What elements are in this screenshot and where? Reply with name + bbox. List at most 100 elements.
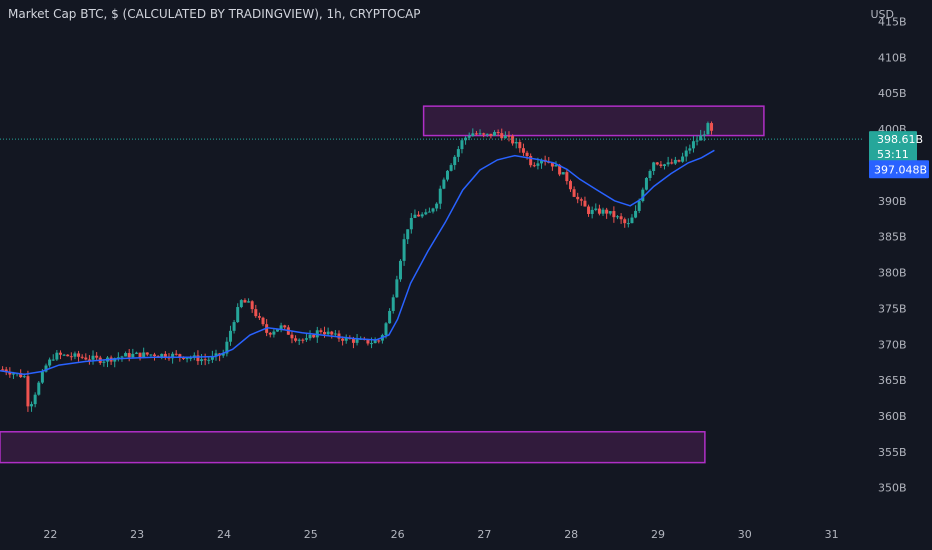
candle-body — [587, 206, 591, 214]
price-label: 398.61B — [877, 133, 923, 146]
candle-body — [272, 331, 276, 335]
candle-body — [482, 133, 486, 135]
y-tick-label: 405B — [878, 87, 907, 100]
candle-body — [637, 201, 641, 211]
candle-body — [142, 352, 146, 358]
y-tick-label: 355B — [878, 446, 907, 459]
candle-body — [344, 337, 348, 341]
candle-body — [370, 343, 374, 345]
candle-body — [529, 156, 533, 166]
candle-body — [283, 325, 287, 328]
candle-body — [630, 217, 634, 224]
candle-body — [236, 307, 240, 323]
candle-body — [149, 354, 153, 356]
candle-body — [19, 373, 23, 378]
y-tick-label: 375B — [878, 302, 907, 315]
candle-body — [116, 357, 120, 359]
candle-body — [225, 341, 229, 354]
candle-body — [22, 376, 26, 378]
candle-body — [30, 404, 34, 407]
candle-body — [131, 353, 135, 358]
candle-body — [398, 260, 402, 280]
candle-body — [51, 359, 55, 361]
candle-body — [268, 332, 272, 335]
candle-body — [489, 133, 493, 136]
candle-body — [673, 159, 677, 164]
candle-body — [388, 310, 392, 324]
candle-body — [366, 339, 370, 344]
candle-body — [605, 209, 609, 214]
candle-body — [304, 338, 308, 340]
candle-body — [261, 317, 265, 325]
candle-body — [677, 159, 681, 162]
candle-body — [210, 356, 214, 360]
candle-body — [384, 323, 388, 336]
candle-body — [200, 359, 204, 362]
candle-body — [395, 279, 399, 298]
candle-body — [550, 162, 554, 167]
candle-body — [228, 330, 232, 342]
candle-body — [521, 148, 525, 153]
candle-body — [77, 353, 81, 357]
candle-body — [572, 189, 576, 197]
time-axis[interactable]: 22 23 24 25 26 27 28 29 30 31 — [43, 528, 838, 541]
candle-body — [254, 309, 258, 317]
candle-body — [619, 216, 623, 220]
candle-body — [691, 141, 695, 149]
candle-body — [558, 164, 562, 175]
candle-body — [612, 211, 616, 218]
candle-body — [478, 133, 482, 135]
candle-body — [232, 322, 236, 331]
candle-body — [710, 123, 714, 131]
x-tick-label: 26 — [391, 528, 405, 541]
candle-body — [37, 382, 41, 395]
candle-body — [33, 394, 37, 405]
candle-body — [568, 181, 572, 190]
candle-body — [73, 353, 77, 357]
candle-body — [594, 208, 598, 210]
candle-body — [239, 300, 243, 308]
candle-body — [406, 229, 410, 240]
candle-body — [124, 353, 128, 357]
candle-body — [333, 333, 337, 335]
candle-body — [330, 331, 334, 335]
candle-body — [413, 214, 417, 218]
candle-body — [626, 223, 630, 225]
candle-body — [87, 359, 91, 361]
y-tick-label: 360B — [878, 410, 907, 423]
candle-body — [688, 148, 692, 151]
price-labels: 398.61B 53:11 397.048B — [869, 131, 929, 179]
candle-body — [326, 331, 330, 335]
zones-layer — [0, 105, 765, 464]
candle-body — [597, 208, 601, 214]
candle-body — [514, 142, 518, 144]
y-tick-label: 370B — [878, 338, 907, 351]
candle-body — [391, 297, 395, 311]
candle-body — [659, 164, 663, 166]
candle-body — [652, 162, 656, 171]
candle-body — [561, 172, 565, 175]
x-tick-label: 30 — [738, 528, 752, 541]
candle-body — [438, 188, 442, 204]
candle-body — [644, 177, 648, 190]
y-tick-label: 415B — [878, 16, 907, 29]
candle-body — [666, 162, 670, 165]
y-tick-label: 390B — [878, 195, 907, 208]
candle-body — [583, 200, 587, 207]
x-tick-label: 24 — [217, 528, 231, 541]
candle-body — [485, 133, 489, 135]
candle-body — [62, 354, 66, 356]
x-tick-label: 28 — [564, 528, 578, 541]
candle-body — [341, 338, 345, 341]
candle-body — [275, 329, 279, 332]
candle-body — [507, 135, 511, 137]
candle-body — [153, 354, 157, 357]
candle-body — [134, 352, 138, 354]
candle-body — [113, 358, 117, 362]
candle-body — [26, 376, 30, 407]
candle-body — [500, 133, 504, 139]
x-tick-label: 29 — [651, 528, 665, 541]
candle-body — [174, 353, 178, 355]
